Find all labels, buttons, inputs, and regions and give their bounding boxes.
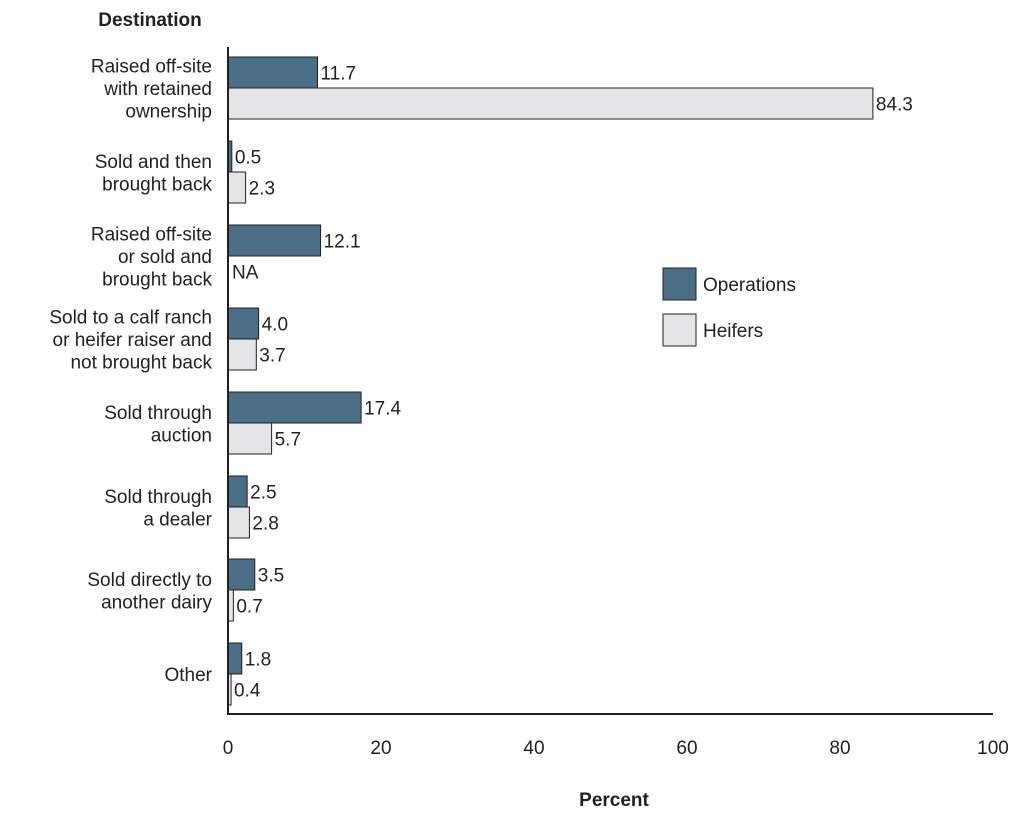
bar-operations [227,56,319,89]
data-label: 11.7 [321,64,357,85]
category-label: another dairy [101,592,212,613]
category-label: auction [151,425,212,446]
x-tick-label: 60 [676,738,697,759]
bar-operations [227,224,322,257]
bar-operations [227,307,260,340]
category-label: brought back [102,270,212,291]
x-axis-title: Percent [579,790,649,811]
bar-operations [227,642,243,675]
data-label: 1.8 [245,650,271,671]
bar-heifers [227,171,247,204]
x-tick-label: 40 [523,738,544,759]
x-tick-label: 20 [370,738,391,759]
category-label: brought back [102,174,212,195]
bar-operations [227,391,362,424]
category-label: Sold to a calf ranch [49,308,212,329]
category-label: a dealer [143,509,212,530]
legend-swatch-operations [662,267,697,301]
category-label: Raised off-site [91,57,212,78]
data-label: 2.8 [252,514,278,535]
category-label: Sold directly to [87,570,212,591]
category-label: Other [164,665,212,686]
axes-group: 0 20 40 60 80 100 [223,47,1009,759]
bars-group: 11.7 84.3 0.5 2.3 12.1 NA 4.0 3.7 17.4 5.7 2.5 2.8 3… [227,56,913,706]
data-label: 0.5 [235,148,261,169]
x-tick-label: 80 [829,738,850,759]
category-label: ownership [125,102,212,123]
data-label: 4.0 [262,315,288,336]
category-label: Sold and then [95,152,212,173]
bar-heifers [227,506,250,539]
data-label: NA [232,263,259,284]
legend-label: Operations [703,275,796,296]
data-label: 2.5 [250,483,276,504]
category-label: or sold and [118,247,212,268]
category-label: with retained [103,79,212,100]
bar-operations [227,558,256,591]
bar-heifers [227,422,273,455]
y-axis-title: Destination [98,10,201,31]
data-label: 3.7 [259,346,285,367]
category-label: or heifer raiser and [53,330,212,351]
data-label: 17.4 [364,399,401,420]
data-label: 5.7 [275,430,301,451]
category-label: Raised off-site [91,225,212,246]
data-label: 0.4 [234,681,261,702]
category-label: Sold through [104,403,212,424]
bar-operations [227,475,248,508]
legend: Operations Heifers [662,267,796,347]
bar-heifers [227,338,257,371]
x-tick-label: 100 [977,738,1009,759]
data-label: 84.3 [876,95,913,116]
legend-label: Heifers [703,321,763,342]
bar-heifers [227,87,874,120]
data-label: 12.1 [324,232,361,253]
data-label: 2.3 [249,179,275,200]
legend-swatch-heifers [662,313,697,347]
data-label: 3.5 [258,566,284,587]
x-tick-label: 0 [223,738,234,759]
data-label: 0.7 [236,597,262,618]
category-label: not brought back [70,353,212,374]
category-label: Sold through [104,487,212,508]
